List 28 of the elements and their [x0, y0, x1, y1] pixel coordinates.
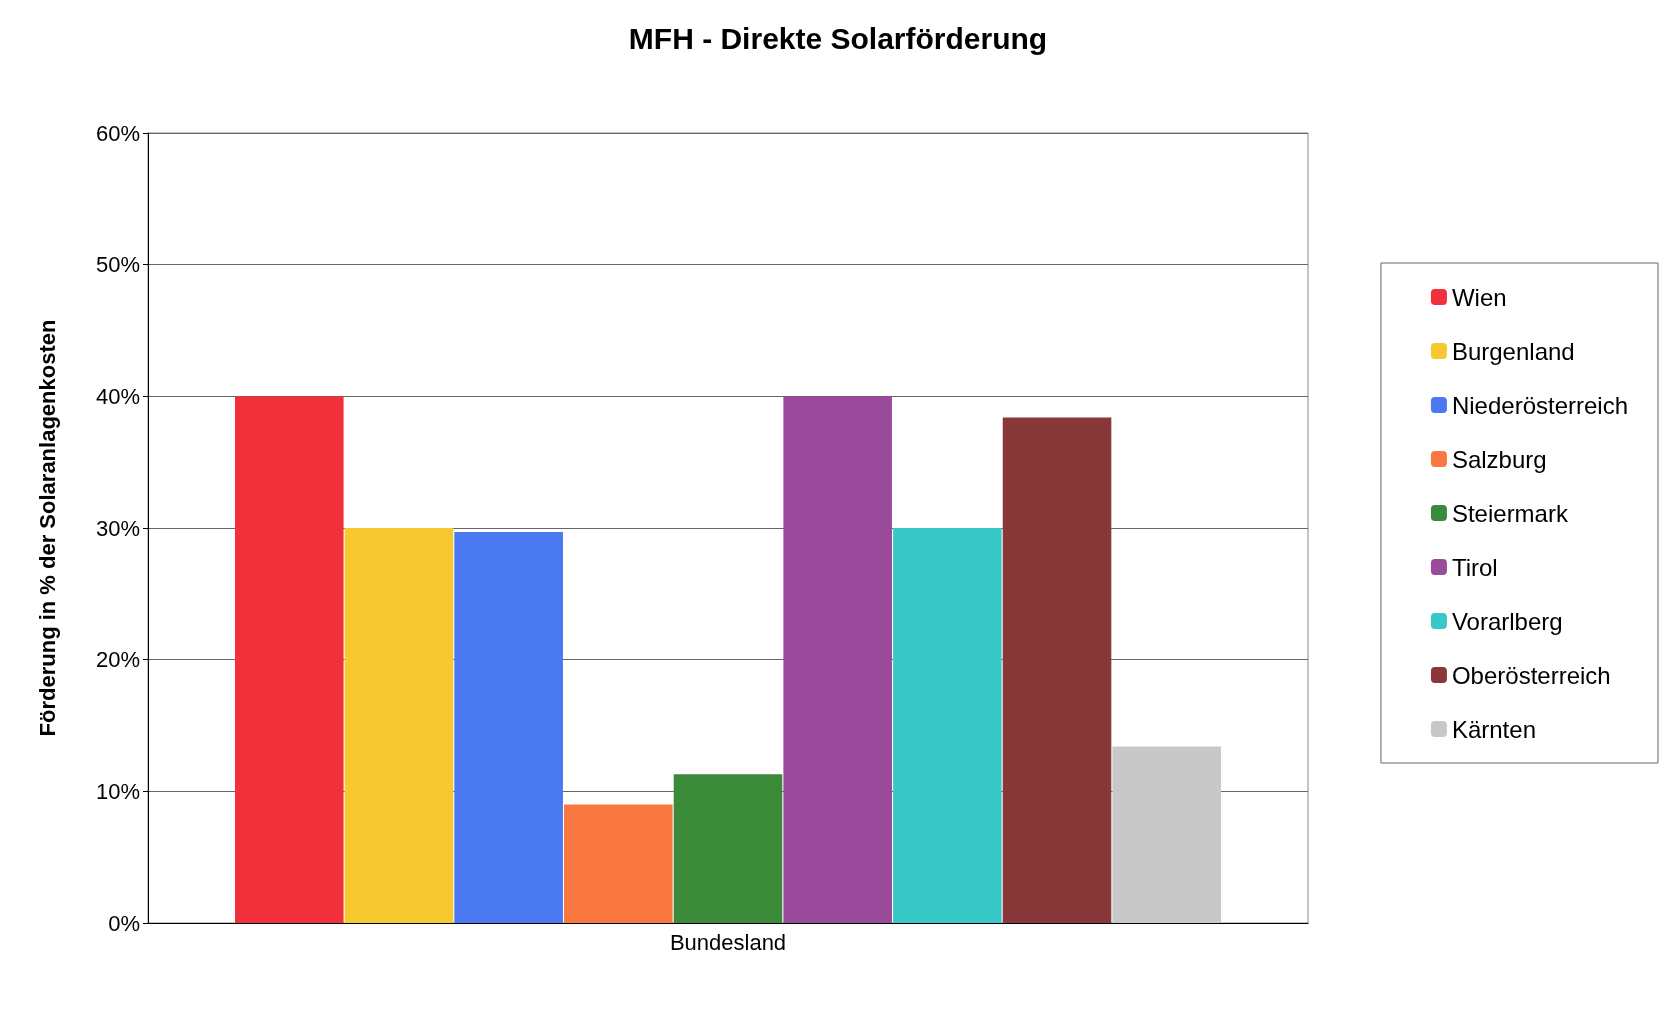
legend-label: Wien	[1451, 283, 1507, 311]
legend-label: Niederösterreich	[1451, 391, 1628, 419]
legend-label: Steiermark	[1451, 499, 1569, 527]
y-tick-label: 0%	[108, 910, 140, 936]
legend-label: Salzburg	[1451, 445, 1547, 473]
x-tick-label: Bundesland	[669, 929, 787, 955]
bar	[893, 528, 1002, 923]
legend-label: Burgenland	[1451, 337, 1575, 365]
y-tick-label: 60%	[95, 120, 140, 146]
bar	[235, 396, 344, 923]
bar	[564, 804, 673, 923]
bar	[344, 528, 454, 923]
y-tick-label: 50%	[95, 252, 140, 278]
bar	[454, 531, 563, 923]
y-tick-label: 30%	[95, 515, 140, 541]
y-tick-label: 40%	[95, 383, 140, 409]
chart-title: MFH - Direkte Solarförderung	[628, 21, 1048, 55]
y-axis-title: Förderung in % der Solaranlagenkosten	[34, 319, 60, 737]
bar	[783, 396, 892, 923]
legend-label: Tirol	[1451, 553, 1498, 581]
y-tick-label: 10%	[95, 778, 140, 804]
bar	[673, 774, 783, 923]
legend-label: Oberösterreich	[1451, 661, 1611, 689]
bar	[1112, 746, 1221, 923]
bar	[1002, 417, 1112, 923]
y-tick-label: 20%	[95, 647, 140, 673]
legend-label: Kärnten	[1451, 715, 1536, 743]
legend-label: Vorarlberg	[1451, 607, 1563, 635]
